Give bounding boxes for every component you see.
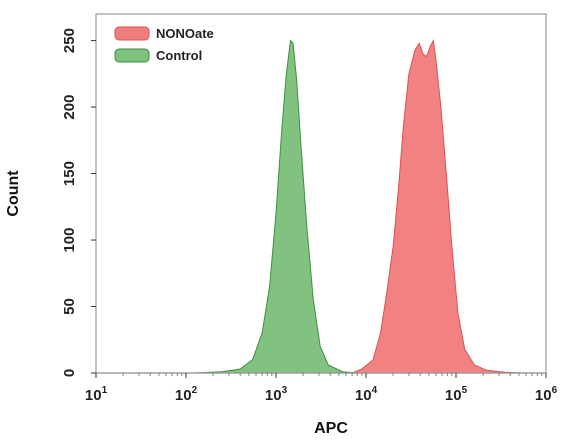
x-axis-ticks: 101 102 103 104 105 106 — [85, 373, 558, 404]
series-area-nonoate — [351, 39, 523, 374]
legend: NONOate Control — [114, 26, 214, 63]
series-area-control — [193, 39, 358, 374]
x-axis-title: APC — [314, 420, 348, 437]
y-tick-label: 0 — [61, 369, 78, 377]
y-tick-label: 100 — [61, 228, 78, 253]
x-tick-label: 106 — [535, 385, 558, 404]
x-tick-label: 102 — [175, 385, 198, 404]
legend-label-control: Control — [156, 48, 202, 63]
y-tick-label: 50 — [61, 298, 78, 315]
x-tick-label: 105 — [445, 385, 468, 404]
y-tick-label: 150 — [61, 161, 78, 186]
x-tick-label: 104 — [355, 385, 378, 404]
y-axis-title: Count — [5, 170, 22, 217]
y-tick-label: 250 — [61, 28, 78, 53]
x-tick-label: 101 — [85, 385, 108, 404]
legend-swatch-control — [114, 48, 150, 63]
x-tick-label: 103 — [265, 385, 288, 404]
plot-area — [95, 13, 547, 374]
y-axis-ticks: 0 50 100 150 200 250 — [61, 28, 96, 377]
legend-label-nonoate: NONOate — [156, 26, 214, 41]
series-layer — [96, 39, 546, 374]
y-tick-label: 200 — [61, 95, 78, 120]
legend-swatch-nonoate — [114, 26, 150, 41]
